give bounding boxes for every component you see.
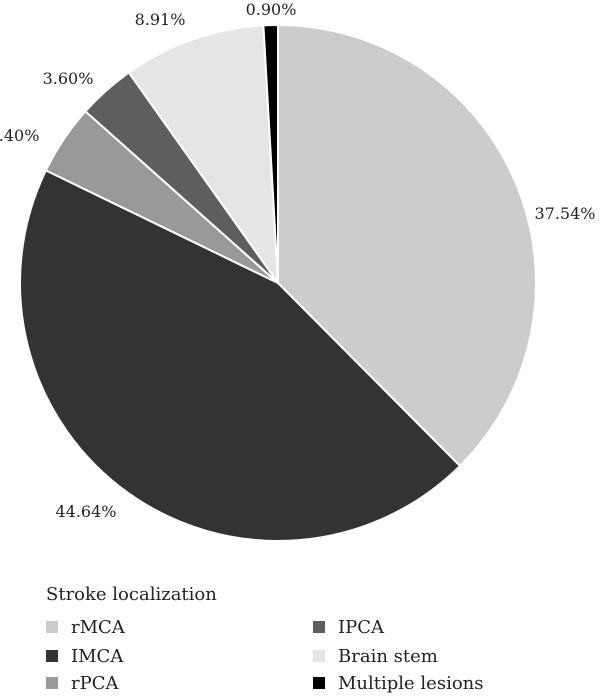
- slice-label-rmca: 37.54%: [534, 204, 595, 223]
- pie-slices: [19, 23, 537, 542]
- legend-label-brain-stem: Brain stem: [338, 646, 438, 667]
- legend-swatch-multiple-lesions: [313, 677, 325, 689]
- slice-label-lpca: 3.60%: [43, 69, 94, 88]
- pie-slice-multiple-lesions: [262, 23, 279, 284]
- legend-swatch-rpca: [46, 677, 58, 689]
- legend: Stroke localization rMCA IMCA rPCA IPCA Brai…: [46, 584, 484, 694]
- pie-slice-lmca: [19, 169, 461, 542]
- slice-label-lmca: 44.64%: [55, 502, 116, 521]
- legend-label-lmca: IMCA: [71, 646, 124, 667]
- slice-label-rpca: 4.40%: [0, 126, 39, 145]
- slice-label-multiple-lesions: 0.90%: [246, 0, 297, 19]
- pie-slice-labels: 37.54% 44.64% 4.40% 3.60% 8.91% 0.90%: [0, 0, 596, 521]
- legend-swatch-lmca: [46, 650, 58, 662]
- pie-slice-brain-stem: [127, 24, 279, 284]
- legend-label-multiple-lesions: Multiple lesions: [338, 673, 484, 694]
- legend-title: Stroke localization: [46, 584, 217, 605]
- legend-swatch-rmca: [46, 621, 58, 633]
- legend-label-rpca: rPCA: [71, 673, 119, 694]
- pie-slice-rmca: [277, 24, 537, 467]
- slice-label-brain-stem: 8.91%: [135, 10, 186, 29]
- legend-label-lpca: IPCA: [338, 617, 385, 638]
- legend-swatch-brain-stem: [313, 650, 325, 662]
- legend-swatch-lpca: [313, 621, 325, 633]
- legend-label-rmca: rMCA: [71, 617, 126, 638]
